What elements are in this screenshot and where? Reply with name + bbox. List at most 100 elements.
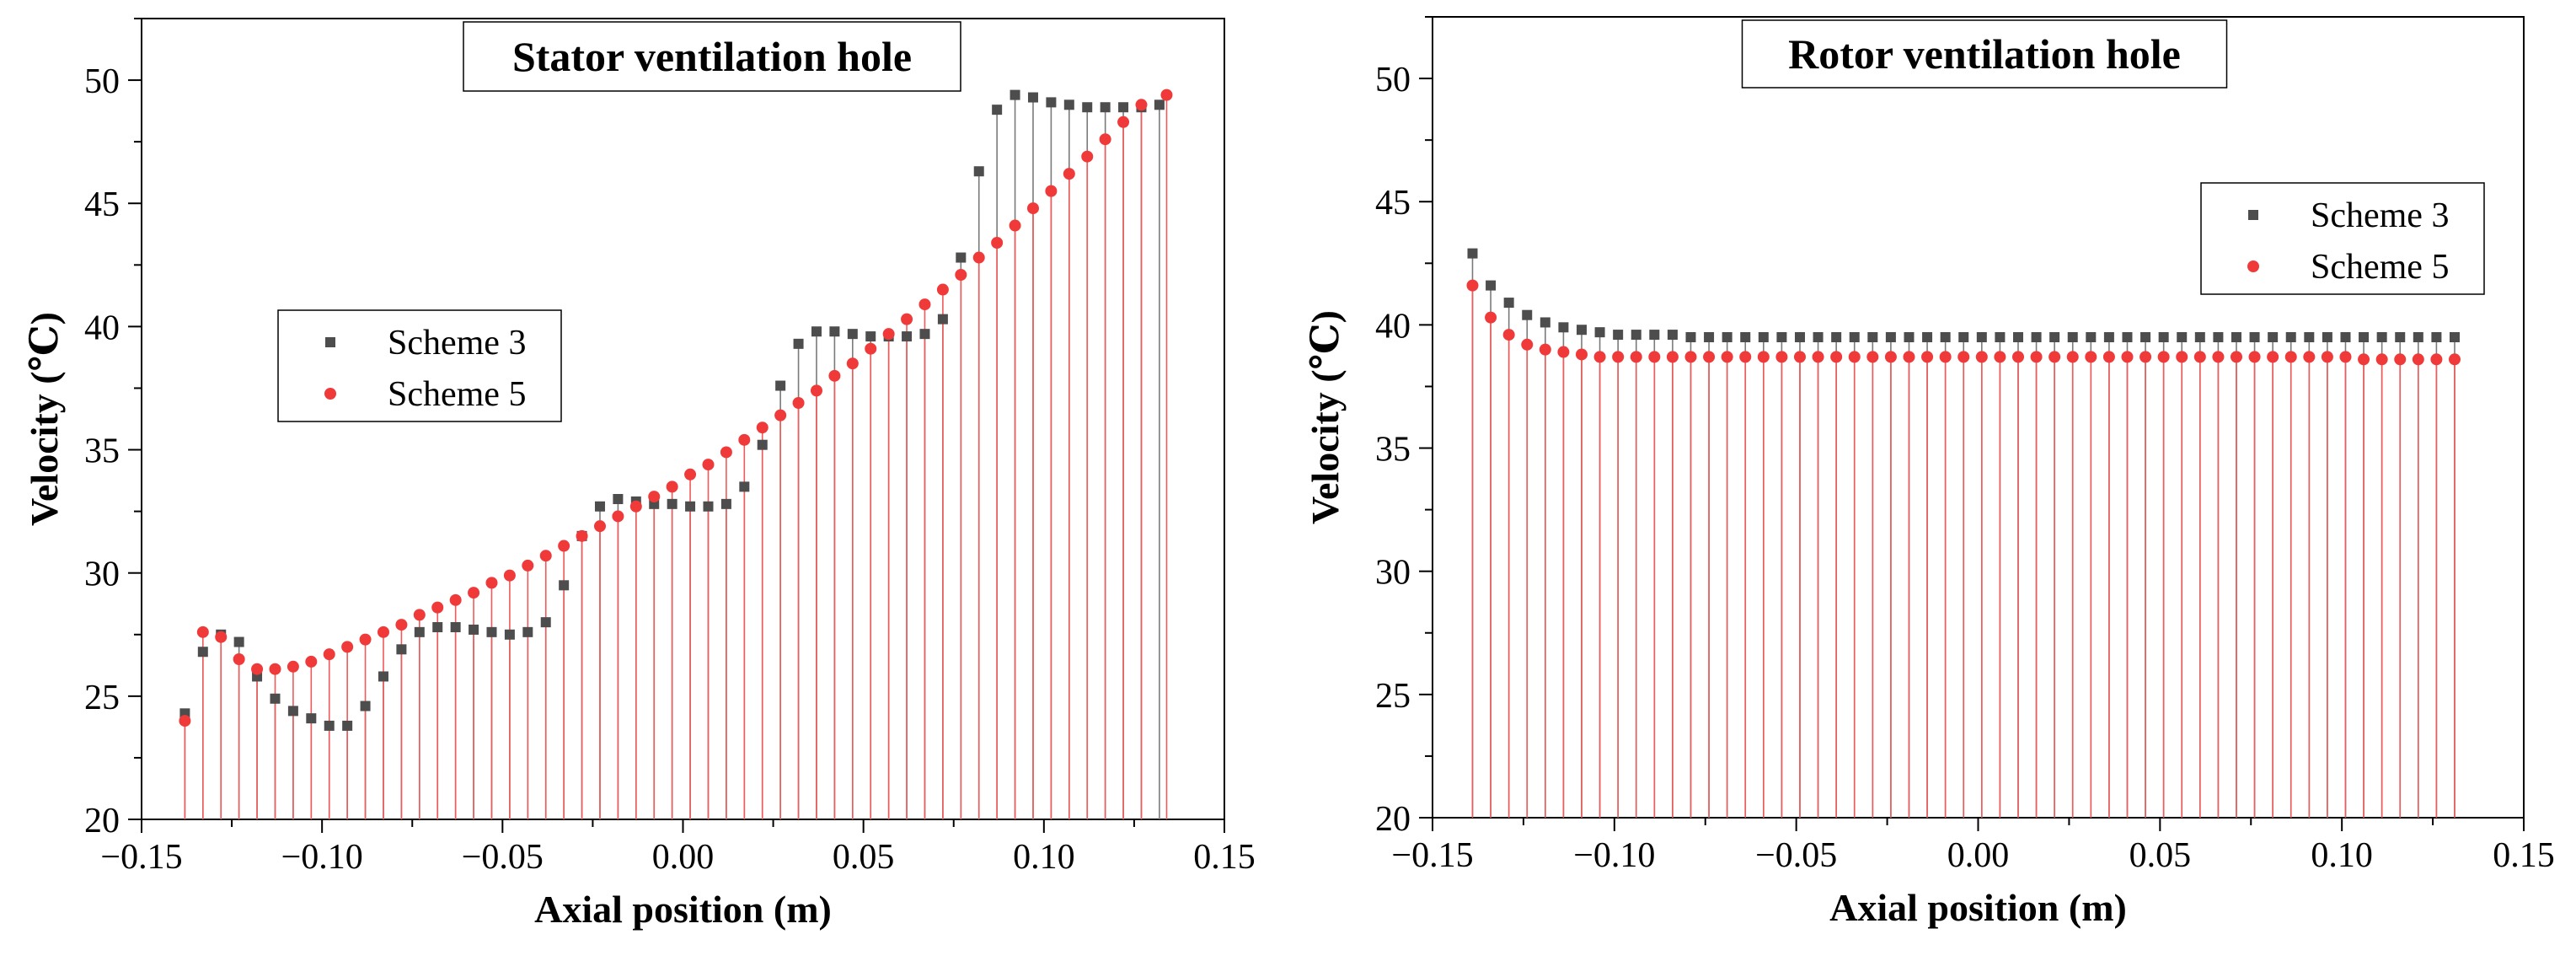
point-scheme-5	[468, 587, 480, 599]
point-scheme-5	[2358, 353, 2370, 366]
point-scheme-3	[1613, 330, 1624, 341]
point-scheme-3	[937, 314, 948, 325]
point-scheme-5	[323, 648, 335, 661]
point-scheme-3	[197, 647, 208, 658]
point-scheme-3	[2231, 332, 2241, 342]
point-scheme-3	[739, 481, 750, 492]
point-scheme-3	[1849, 332, 1860, 342]
y-tick-label: 50	[84, 62, 120, 101]
legend-marker-circle	[324, 388, 336, 400]
point-scheme-5	[233, 653, 245, 665]
legend-label: Scheme 3	[388, 324, 526, 362]
point-scheme-5	[1009, 219, 1021, 232]
point-scheme-3	[1154, 99, 1165, 110]
point-scheme-3	[2140, 332, 2151, 342]
point-scheme-5	[377, 625, 389, 638]
y-tick-label: 50	[1375, 61, 1411, 99]
point-scheme-3	[865, 331, 876, 342]
point-scheme-5	[2248, 351, 2261, 363]
y-axis-title: Velocity (℃)	[23, 312, 66, 526]
point-scheme-5	[2102, 351, 2115, 363]
point-scheme-5	[1630, 351, 1642, 363]
point-scheme-5	[1775, 351, 1788, 363]
x-tick-label: 0.15	[1193, 838, 1256, 877]
point-scheme-5	[305, 655, 318, 668]
point-scheme-3	[1649, 330, 1660, 341]
point-scheme-3	[1558, 322, 1569, 333]
point-scheme-3	[2049, 332, 2060, 342]
x-tick-label: 0.00	[1947, 836, 2010, 875]
point-scheme-5	[1485, 311, 1497, 324]
y-tick-label: 45	[1375, 184, 1411, 223]
point-scheme-5	[629, 500, 642, 513]
point-scheme-5	[485, 577, 498, 589]
point-scheme-5	[1830, 351, 1843, 363]
x-tick-label: −0.15	[1391, 836, 1473, 875]
point-scheme-5	[774, 409, 787, 421]
point-scheme-5	[1703, 351, 1716, 363]
point-scheme-5	[1135, 99, 1148, 111]
point-scheme-3	[2103, 332, 2114, 342]
point-scheme-3	[342, 720, 353, 731]
point-scheme-3	[2431, 332, 2442, 342]
point-scheme-5	[648, 491, 661, 503]
point-scheme-3	[720, 498, 731, 509]
point-scheme-3	[2285, 332, 2296, 342]
point-scheme-3	[613, 494, 624, 504]
point-scheme-5	[1666, 351, 1679, 363]
point-scheme-3	[1540, 317, 1550, 328]
point-scheme-5	[1921, 351, 1934, 363]
point-scheme-5	[756, 421, 769, 434]
point-scheme-3	[1100, 102, 1111, 113]
point-scheme-5	[1466, 279, 1479, 292]
x-axis-title: Axial position (m)	[534, 888, 832, 931]
point-scheme-3	[703, 501, 714, 512]
point-scheme-3	[1758, 332, 1769, 342]
point-scheme-3	[793, 338, 804, 349]
legend-label: Scheme 5	[388, 375, 526, 414]
point-scheme-5	[359, 633, 372, 646]
point-scheme-5	[2157, 351, 2170, 363]
point-scheme-5	[2085, 351, 2097, 363]
point-scheme-5	[1903, 351, 1915, 363]
point-scheme-5	[215, 631, 228, 643]
point-scheme-5	[1521, 338, 1534, 351]
point-scheme-5	[1081, 150, 1094, 163]
point-scheme-5	[2230, 351, 2242, 363]
point-scheme-3	[2340, 332, 2351, 342]
point-scheme-3	[2449, 332, 2460, 342]
point-scheme-5	[738, 433, 751, 446]
y-tick-label: 30	[1375, 554, 1411, 593]
point-scheme-5	[413, 609, 426, 621]
point-scheme-3	[829, 326, 840, 337]
point-scheme-3	[522, 626, 533, 637]
point-scheme-3	[1631, 330, 1641, 341]
point-scheme-3	[1685, 332, 1696, 342]
point-scheme-3	[594, 501, 605, 512]
point-scheme-5	[936, 283, 949, 296]
y-tick-label: 45	[84, 185, 120, 224]
point-scheme-3	[775, 380, 786, 391]
point-scheme-3	[973, 166, 984, 177]
point-scheme-3	[396, 644, 407, 655]
point-scheme-3	[2213, 332, 2224, 342]
x-axis-title: Axial position (m)	[1829, 886, 2127, 929]
point-scheme-5	[1026, 202, 1039, 215]
point-scheme-3	[956, 252, 967, 263]
point-scheme-5	[1739, 351, 1752, 363]
point-scheme-3	[2322, 332, 2332, 342]
point-scheme-3	[2012, 332, 2023, 342]
point-scheme-3	[1486, 280, 1497, 291]
point-scheme-3	[450, 622, 461, 632]
point-scheme-3	[287, 706, 298, 717]
point-scheme-3	[2304, 332, 2315, 342]
point-scheme-5	[1684, 351, 1697, 363]
y-tick-label: 30	[84, 556, 120, 594]
point-scheme-3	[2067, 332, 2078, 342]
point-scheme-5	[792, 397, 805, 409]
point-scheme-3	[1063, 99, 1074, 110]
point-scheme-5	[251, 663, 264, 675]
point-scheme-3	[2395, 332, 2406, 342]
point-scheme-5	[2375, 353, 2388, 366]
